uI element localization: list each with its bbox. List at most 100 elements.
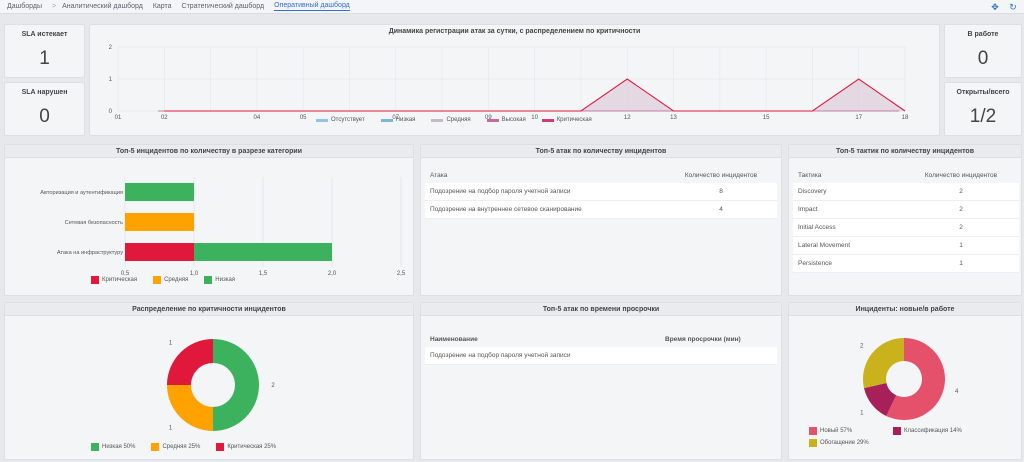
slice-label: 1 <box>169 341 173 347</box>
col-count: Количество инцидентов <box>924 171 998 179</box>
legend-item[interactable]: Критическая <box>541 117 592 123</box>
col-time: Время просрочки (мин) <box>665 335 741 343</box>
legend-label: Новый 57% <box>820 428 853 434</box>
table-row[interactable]: Initial Access 2 <box>793 219 1019 237</box>
table-row[interactable]: Impact 2 <box>793 201 1019 219</box>
legend-label: Критическая 25% <box>227 444 277 450</box>
attack-count: 4 <box>719 206 723 213</box>
legend-item[interactable]: Средняя <box>153 276 188 284</box>
table-row[interactable]: Lateral Movement 1 <box>793 237 1019 255</box>
panel-title: Динамика регистрации атак за сутки, с ра… <box>388 28 641 35</box>
legend-item[interactable]: Новый 57% <box>809 427 893 435</box>
legend-item[interactable]: Средняя <box>431 117 471 123</box>
new-in-work-legend: Новый 57% Классификация 14% Обогащение 29% <box>809 427 1009 451</box>
legend-label: Обогащение 29% <box>820 440 869 446</box>
tab-strategic[interactable]: Стратегический дашборд <box>181 3 265 10</box>
attack-name: Подозрение на внутреннее сетевое сканиро… <box>430 206 582 213</box>
x-tick-label: 01 <box>115 115 122 121</box>
panel-title: Инциденты: новые/в работе <box>789 303 1021 316</box>
kpi-value: 0 <box>977 48 989 69</box>
x-tick-label: 0,5 <box>121 271 130 277</box>
table-header: Атака Количество инцидентов <box>425 167 777 183</box>
x-tick-label: 04 <box>254 115 261 121</box>
panel-title: Топ-5 атак по времени просрочки <box>421 303 781 316</box>
table-header: Наименование Время просрочки (мин) <box>425 331 777 347</box>
tactic-count: 2 <box>959 206 963 213</box>
category-legend: Критическая Средняя Низкая <box>91 276 235 284</box>
top5-attacks-panel: Топ-5 атак по количеству инцидентов Атак… <box>420 144 782 296</box>
table-row[interactable]: Подозрение на внутреннее сетевое сканиро… <box>425 201 777 219</box>
x-tick-label: 12 <box>624 115 631 121</box>
breadcrumb-separator: > <box>52 3 57 10</box>
tactic-name: Impact <box>798 206 818 213</box>
move-icon[interactable]: ✥ <box>991 2 999 12</box>
x-tick-label: 02 <box>161 115 168 121</box>
legend-swatch <box>380 118 393 122</box>
x-tick-label: 1,5 <box>259 271 268 277</box>
legend-item[interactable]: Критическая 25% <box>216 443 276 451</box>
new-in-work-donut: 4 1 2 <box>860 338 959 420</box>
x-tick-label: 09 <box>485 115 492 121</box>
kpi-open-total: Открыты/всего 1/2 <box>944 82 1022 136</box>
tab-map[interactable]: Карта <box>152 3 172 10</box>
tab-analytic[interactable]: Аналитический дашборд <box>62 3 143 10</box>
tactics-table: Тактика Количество инцидентов Discovery 2… <box>793 167 1019 273</box>
series-area <box>118 79 905 111</box>
top5-category-panel: Топ-5 инцидентов по количеству в разрезе… <box>4 144 414 296</box>
category-bar-chart: 0,5 1,0 1,5 2,0 2,5 Авторизация и аутентифика… <box>40 177 406 277</box>
legend-swatch <box>204 276 213 284</box>
timeline-legend: Отсутствует Низкая Средняя Высокая Критическ… <box>316 117 592 123</box>
tactic-name: Discovery <box>798 188 827 195</box>
table-row[interactable]: Подозрение на подбор пароля учетной запи… <box>425 347 777 365</box>
tactic-count: 1 <box>959 242 963 249</box>
x-tick-label: 07 <box>392 115 399 121</box>
criticality-donut: 2 1 1 <box>167 339 275 431</box>
legend-label: Средняя 25% <box>162 444 201 450</box>
top5-tactics-panel: Топ-5 тактик по количеству инцидентов Та… <box>788 144 1022 296</box>
overdue-table: Наименование Время просрочки (мин) Подоз… <box>425 331 777 365</box>
legend-label: Отсутствует <box>331 117 365 123</box>
kpi-title: В работе <box>967 31 999 38</box>
legend-label: Высокая <box>501 117 526 123</box>
tactic-count: 1 <box>959 260 963 267</box>
overdue-name: Подозрение на подбор пароля учетной запи… <box>430 352 571 359</box>
table-row[interactable]: Persistence 1 <box>793 255 1019 273</box>
legend-label: Средняя <box>164 277 189 283</box>
legend-swatch <box>91 276 99 284</box>
overdue-panel: Топ-5 атак по времени просрочки Наименов… <box>420 302 782 460</box>
attacks-table: Атака Количество инцидентов Подозрение н… <box>425 167 777 219</box>
legend-item[interactable]: Низкая <box>204 276 235 284</box>
kpi-title: Открыты/всего <box>956 89 1010 96</box>
refresh-icon[interactable]: ↻ <box>1009 2 1017 12</box>
legend-item[interactable]: Обогащение 29% <box>809 439 893 447</box>
legend-item[interactable]: Средняя 25% <box>151 443 200 451</box>
bar <box>125 183 194 201</box>
table-row[interactable]: Discovery 2 <box>793 183 1019 201</box>
tactic-name: Lateral Movement <box>798 242 851 249</box>
legend-item[interactable]: Низкая 50% <box>91 443 135 451</box>
kpi-value: 1/2 <box>969 106 997 127</box>
category-label: Атака на инфраструктуру <box>57 250 123 256</box>
criticality-legend: Низкая 50% Средняя 25% Критическая 25% <box>91 443 276 451</box>
legend-item[interactable]: Низкая <box>380 117 415 123</box>
legend-label: Низкая <box>215 277 236 283</box>
table-row[interactable]: Подозрение на подбор пароля учетной запи… <box>425 183 777 201</box>
tab-operational[interactable]: Оперативный дашборд <box>274 2 350 11</box>
tactic-count: 2 <box>959 224 963 231</box>
panel-title: Топ-5 инцидентов по количеству в разрезе… <box>5 145 413 158</box>
panel-title: Распределение по критичности инцидентов <box>5 303 413 316</box>
timeline-chart: 012010204050709101213151718 <box>109 45 909 121</box>
kpi-value: 1 <box>39 48 50 69</box>
timeline-panel: Динамика регистрации атак за сутки, с ра… <box>89 24 940 136</box>
legend-swatch <box>153 276 162 284</box>
donut-slice <box>167 339 213 385</box>
legend-item[interactable]: Классификация 14% <box>893 427 1003 435</box>
nav-dashboards[interactable]: Дашборды <box>7 3 42 10</box>
donut-slice <box>167 385 213 431</box>
legend-item[interactable]: Критическая <box>91 276 137 284</box>
legend-swatch <box>431 118 444 122</box>
legend-item[interactable]: Высокая <box>486 117 526 123</box>
legend-item[interactable]: Отсутствует <box>316 117 365 123</box>
kpi-sla-expiring: SLA истекает 1 <box>4 24 85 78</box>
y-tick-label: 1 <box>109 77 113 83</box>
